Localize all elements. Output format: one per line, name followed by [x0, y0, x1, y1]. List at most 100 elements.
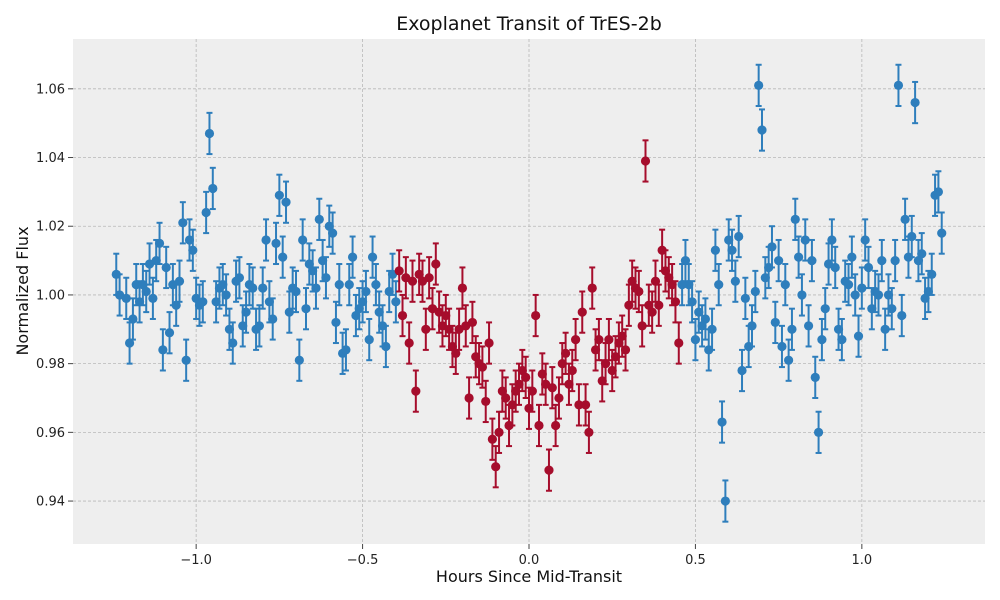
point-marker [491, 462, 501, 472]
data-point [774, 238, 784, 283]
data-point [807, 238, 817, 283]
point-marker [610, 352, 621, 362]
point-marker [421, 324, 431, 334]
data-point [790, 197, 800, 241]
point-marker [178, 218, 188, 228]
data-point [294, 338, 304, 382]
data-point [697, 304, 707, 348]
data-point [754, 63, 764, 107]
data-point [464, 376, 474, 420]
data-point [371, 263, 381, 307]
data-point [161, 245, 171, 290]
point-marker [447, 341, 458, 352]
x-axis-label: Hours Since Mid-Transit [436, 567, 622, 586]
point-marker [893, 80, 904, 90]
point-marker [234, 273, 245, 283]
data-point [404, 321, 414, 365]
data-point [301, 287, 311, 331]
data-point [767, 225, 777, 269]
point-marker [121, 293, 131, 303]
data-point [867, 287, 877, 331]
point-marker [224, 324, 235, 334]
data-point [637, 304, 647, 348]
point-marker [241, 307, 251, 317]
data-point [324, 204, 334, 248]
point-marker [657, 245, 667, 255]
point-marker [843, 280, 854, 290]
data-point [221, 273, 231, 317]
data-point [497, 369, 507, 413]
data-point [234, 256, 245, 300]
point-marker [311, 283, 321, 293]
point-marker [777, 341, 787, 352]
data-point [491, 445, 501, 489]
point-marker [357, 297, 368, 307]
point-marker [690, 334, 701, 345]
x-tick-label: 0.5 [685, 553, 706, 568]
data-point [298, 218, 308, 262]
data-point [561, 331, 571, 375]
data-point [853, 314, 864, 358]
point-marker [324, 221, 334, 231]
data-point [670, 280, 681, 324]
point-marker [158, 345, 168, 355]
data-point [481, 379, 491, 424]
data-point [524, 386, 534, 430]
point-marker [860, 235, 870, 245]
point-marker [710, 245, 720, 255]
data-point [813, 410, 824, 454]
data-point [484, 321, 494, 365]
data-point [920, 276, 930, 320]
point-marker [154, 238, 165, 249]
point-marker [444, 324, 454, 334]
point-marker [913, 255, 924, 266]
point-marker [584, 427, 594, 437]
point-marker [817, 334, 827, 345]
data-point [407, 259, 418, 303]
point-marker [151, 255, 161, 266]
data-point [218, 263, 228, 307]
point-marker [531, 310, 541, 321]
data-point [720, 479, 730, 523]
point-marker [644, 300, 654, 310]
point-marker [464, 393, 474, 403]
point-marker [371, 280, 381, 290]
data-point [887, 287, 897, 331]
data-point [574, 383, 584, 427]
point-marker [238, 321, 248, 331]
data-point [833, 307, 844, 351]
data-point [727, 228, 737, 272]
data-point [387, 252, 398, 296]
data-point [357, 280, 368, 324]
data-point [487, 417, 497, 461]
point-marker [547, 383, 557, 393]
point-marker [524, 403, 534, 413]
point-marker [933, 187, 944, 197]
point-marker [670, 297, 681, 307]
point-marker [174, 276, 185, 286]
point-marker [164, 328, 175, 338]
point-marker [527, 386, 537, 396]
data-point [367, 235, 378, 279]
point-marker [833, 324, 844, 334]
data-point [241, 290, 251, 334]
point-marker [134, 297, 145, 307]
data-point [700, 297, 711, 341]
data-point [880, 307, 890, 351]
data-point [261, 218, 271, 262]
point-marker [351, 310, 361, 321]
data-point [893, 63, 904, 107]
data-point [770, 300, 780, 345]
data-point [477, 345, 488, 389]
data-point [534, 403, 544, 448]
data-point [800, 218, 810, 262]
data-point [334, 263, 344, 307]
data-point [737, 348, 747, 393]
data-point [228, 321, 238, 365]
data-point [937, 211, 947, 255]
point-marker [717, 417, 727, 427]
point-marker [850, 290, 860, 300]
point-marker [298, 235, 308, 245]
data-point [471, 335, 481, 379]
